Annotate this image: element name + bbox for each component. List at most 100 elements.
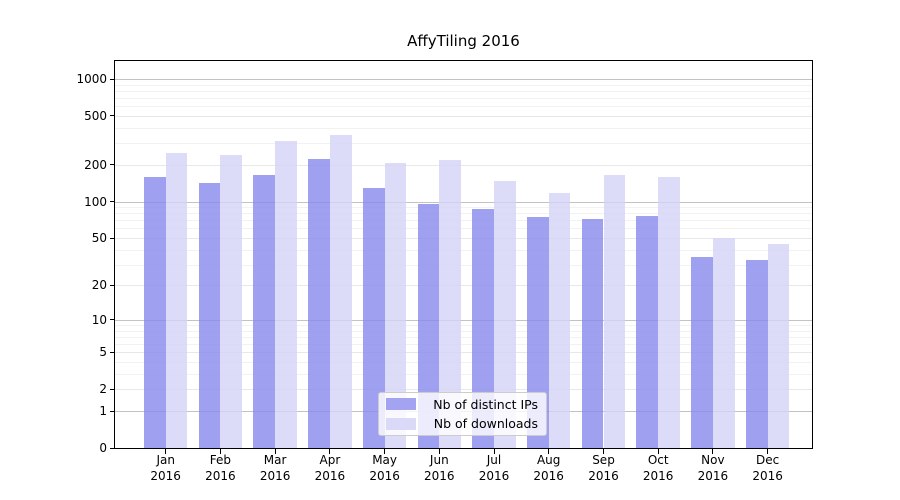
bar-distinct-ips-jun [417, 203, 440, 448]
gridline-500 [115, 115, 812, 117]
y-tick-1 [110, 410, 115, 412]
bar-distinct-ips-nov [691, 256, 713, 448]
y-tick-label-50: 50 [91, 231, 107, 245]
gridline-minor-300 [115, 143, 812, 145]
gridline-minor-700 [115, 98, 812, 99]
gridline-minor-60 [115, 228, 812, 230]
bar-distinct-ips-feb [198, 182, 221, 448]
y-tick-label-1: 1 [99, 404, 107, 418]
gridline-50 [115, 238, 812, 239]
gridline-200 [115, 164, 812, 166]
gridline-minor-8 [115, 330, 812, 332]
gridline-minor-900 [115, 84, 812, 86]
y-tick-200 [110, 164, 115, 166]
y-tick-50 [110, 237, 115, 239]
x-tick-label-oct: Oct 2016 [642, 453, 674, 483]
bar-downloads-sep [603, 174, 626, 448]
gridline-minor-30 [115, 264, 812, 266]
gridline-minor-3 [115, 373, 812, 375]
y-tick-label-200: 200 [84, 157, 107, 172]
y-tick-label-100: 100 [84, 194, 107, 209]
bar-downloads-feb [220, 155, 243, 448]
y-tick-label-0: 0 [99, 441, 107, 455]
y-tick-20 [110, 284, 115, 286]
x-tick-nov [712, 449, 714, 454]
x-tick-feb [219, 449, 221, 454]
grid-layer [115, 61, 812, 448]
y-tick-0 [110, 447, 115, 449]
x-tick-jul [493, 449, 495, 454]
x-tick-jun [438, 449, 440, 454]
y-tick-5 [110, 351, 115, 353]
gridline-minor-70 [115, 220, 812, 222]
y-tick-label-20: 20 [91, 278, 107, 293]
x-tick-jan [165, 449, 167, 454]
gridline-20 [115, 285, 812, 287]
x-tick-label-aug: Aug 2016 [533, 453, 564, 483]
y-tick-label-500: 500 [84, 108, 107, 123]
x-tick-label-mar: Mar 2016 [259, 453, 291, 483]
bar-downloads-mar [275, 141, 297, 448]
bar-distinct-ips-mar [253, 174, 276, 448]
bar-layer [115, 61, 812, 448]
gridline-minor-40 [115, 249, 812, 251]
y-tick-100 [110, 201, 115, 202]
x-tick-label-jun: Jun 2016 [424, 453, 455, 483]
gridline-minor-9 [115, 325, 812, 326]
bar-downloads-dec [767, 243, 790, 448]
x-tick-label-sep: Sep 2016 [588, 453, 619, 483]
gridline-minor-90 [115, 207, 812, 208]
y-tick-500 [110, 115, 115, 117]
chart-title: AffyTiling 2016 [407, 32, 520, 50]
x-tick-label-feb: Feb 2016 [205, 453, 236, 483]
bar-distinct-ips-oct [636, 216, 659, 448]
legend: Nb of distinct IPs Nb of downloads [378, 392, 547, 436]
bar-downloads-may [384, 162, 407, 448]
x-tick-label-jul: Jul 2016 [478, 453, 510, 483]
bar-downloads-jul [494, 180, 516, 448]
plot-area [114, 60, 813, 449]
gridline-1000 [115, 79, 812, 80]
x-tick-may [384, 449, 386, 454]
bar-distinct-ips-dec [745, 259, 768, 448]
bar-downloads-apr [329, 134, 352, 448]
bar-downloads-aug [548, 192, 571, 448]
x-tick-label-jan: Jan 2016 [150, 453, 181, 483]
gridline-2 [115, 389, 812, 391]
gridline-minor-400 [115, 127, 812, 129]
gridline-5 [115, 352, 812, 354]
y-tick-label-2: 2 [99, 382, 107, 397]
y-tick-label-10: 10 [91, 312, 107, 327]
bar-downloads-nov [712, 238, 735, 448]
gridline-minor-6 [115, 344, 812, 346]
bar-distinct-ips-jan [143, 176, 166, 448]
y-tick-1000 [110, 78, 115, 80]
x-tick-dec [767, 449, 769, 454]
gridline-minor-800 [115, 90, 812, 92]
legend-label-distinct-ips: Nb of distinct IPs [433, 396, 538, 412]
gridline-minor-80 [115, 213, 812, 215]
x-tick-oct [657, 449, 659, 454]
y-tick-2 [110, 388, 115, 390]
bar-distinct-ips-may [362, 188, 385, 448]
x-tick-label-nov: Nov 2016 [697, 453, 729, 483]
x-tick-mar [274, 449, 276, 454]
x-tick-label-may: May 2016 [369, 453, 400, 483]
legend-swatch-downloads [386, 417, 416, 430]
gridline-minor-600 [115, 106, 812, 108]
bar-distinct-ips-jul [472, 208, 494, 448]
gridline-10 [115, 319, 812, 321]
gridline-100 [115, 201, 812, 203]
x-tick-sep [603, 449, 604, 454]
legend-item-distinct-ips: Nb of distinct IPs [386, 396, 538, 413]
gridline-minor-4 [115, 362, 812, 363]
bar-distinct-ips-apr [308, 158, 330, 448]
gridline-minor-7 [115, 336, 812, 338]
y-tick-10 [110, 319, 115, 321]
bar-downloads-oct [658, 176, 680, 448]
bar-downloads-jun [439, 160, 462, 448]
legend-label-downloads: Nb of downloads [433, 416, 538, 432]
x-tick-label-apr: Apr 2016 [314, 453, 346, 483]
x-tick-label-dec: Dec 2016 [752, 453, 783, 483]
